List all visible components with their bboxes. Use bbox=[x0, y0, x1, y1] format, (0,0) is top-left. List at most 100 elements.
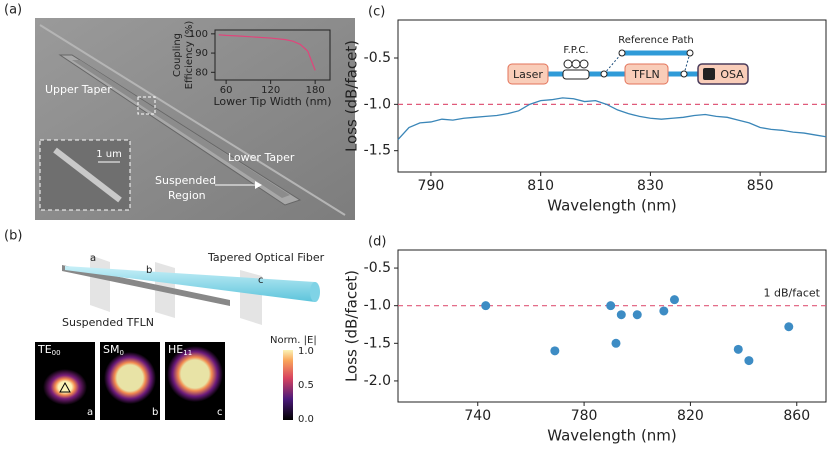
data-line bbox=[397, 97, 827, 140]
fpc-loop bbox=[571, 59, 581, 69]
annotation: Lower Taper bbox=[228, 151, 295, 164]
mode-subscript: 00 bbox=[52, 349, 61, 357]
x-axis-label: Wavelength (nm) bbox=[547, 197, 677, 215]
data-point bbox=[733, 344, 743, 354]
y-tick-label: -1.0 bbox=[364, 96, 391, 112]
mode-tag: a bbox=[87, 407, 93, 418]
data-point bbox=[784, 322, 794, 332]
label: TFLN bbox=[631, 68, 659, 81]
x-tick-label: 780 bbox=[571, 408, 598, 424]
plot-frame bbox=[397, 249, 827, 403]
y-tick-label: -0.5 bbox=[364, 50, 391, 66]
coupler bbox=[686, 49, 694, 57]
panel-label: (d) bbox=[368, 235, 386, 250]
data-point bbox=[744, 356, 754, 366]
x-tick-label: 790 bbox=[418, 178, 445, 194]
colorbar-tick: 1.0 bbox=[298, 346, 314, 357]
y-tick-label: -1.5 bbox=[364, 143, 391, 159]
annotation: Tapered Optical Fiber bbox=[207, 251, 325, 264]
data-point bbox=[632, 310, 642, 320]
colorbar-tick: 0.0 bbox=[298, 414, 314, 425]
plot-frame bbox=[397, 19, 827, 173]
mode-field bbox=[104, 352, 156, 404]
waveguide bbox=[62, 265, 230, 306]
laser-box bbox=[507, 63, 549, 85]
x-tick-label: 60 bbox=[220, 85, 233, 96]
panel-label: (a) bbox=[4, 3, 22, 18]
zoom-box bbox=[137, 96, 156, 115]
panel-label: (b) bbox=[4, 229, 22, 244]
mode-subscript: 11 bbox=[183, 349, 192, 357]
waveguide-zoom bbox=[53, 147, 122, 203]
mode-tag: b bbox=[152, 407, 158, 418]
mode-subscript: 0 bbox=[119, 349, 123, 357]
mode-field bbox=[167, 346, 223, 402]
plane-label: b bbox=[146, 265, 152, 276]
annotation: Region bbox=[168, 189, 206, 202]
y-tick-label: -1.0 bbox=[364, 298, 391, 314]
x-axis-label: Wavelength (nm) bbox=[547, 427, 677, 445]
mode-tag: c bbox=[217, 407, 223, 418]
fpc bbox=[562, 69, 590, 80]
mode-label: HE11 bbox=[168, 343, 192, 357]
y-axis-label: Coupling bbox=[172, 33, 183, 77]
fpc-loop bbox=[579, 59, 589, 69]
y-tick-label: 90 bbox=[195, 48, 208, 59]
y-tick-label: -0.5 bbox=[364, 260, 391, 276]
y-axis-label: Loss (dB/facet) bbox=[343, 270, 361, 382]
mode-label: SM0 bbox=[103, 343, 124, 357]
colorbar bbox=[283, 350, 293, 420]
x-tick-label: 850 bbox=[747, 178, 774, 194]
mode-name: HE bbox=[168, 343, 183, 356]
data-point bbox=[606, 301, 616, 311]
mode-label: TE00 bbox=[37, 343, 61, 357]
data-point bbox=[616, 310, 626, 320]
data-point bbox=[659, 306, 669, 316]
label: F.P.C. bbox=[563, 45, 588, 56]
annotation: Upper Taper bbox=[45, 83, 112, 96]
label: OSA bbox=[720, 68, 744, 81]
mode-field bbox=[43, 369, 87, 405]
panel-label: (c) bbox=[368, 5, 385, 20]
coupler bbox=[600, 70, 608, 78]
colorbar-tick: 0.5 bbox=[298, 380, 314, 391]
plane-label: a bbox=[90, 253, 96, 264]
x-tick-label: 180 bbox=[306, 85, 325, 96]
coupler bbox=[618, 49, 626, 57]
coupler bbox=[680, 70, 688, 78]
data-point bbox=[481, 301, 491, 311]
fiber-edge bbox=[39, 24, 346, 216]
x-tick-label: 810 bbox=[527, 178, 554, 194]
y-tick-label: -1.5 bbox=[364, 335, 391, 351]
y-axis-label: Efficiency (%) bbox=[184, 21, 195, 90]
label: Laser bbox=[513, 68, 543, 81]
waveguide-outline bbox=[59, 381, 71, 393]
data-line bbox=[218, 34, 316, 71]
data-point bbox=[550, 346, 560, 356]
annotation: Suspended TFLN bbox=[62, 316, 154, 329]
annotation: 1 dB/facet bbox=[764, 287, 821, 300]
data-point bbox=[611, 338, 621, 348]
annotation: Suspended bbox=[155, 174, 216, 187]
y-axis-label: Loss (dB/facet) bbox=[343, 40, 361, 152]
label: Reference Path bbox=[618, 35, 694, 46]
x-tick-label: 120 bbox=[261, 85, 280, 96]
mode-name: SM bbox=[103, 343, 119, 356]
fpc-loop bbox=[563, 59, 573, 69]
y-tick-label: 100 bbox=[189, 29, 208, 40]
x-tick-label: 830 bbox=[637, 178, 664, 194]
x-tick-label: 740 bbox=[464, 408, 491, 424]
x-tick-label: 820 bbox=[677, 408, 704, 424]
mode-name: TE bbox=[37, 343, 52, 356]
scale-label: 1 um bbox=[96, 149, 122, 160]
fiber-end bbox=[310, 282, 320, 302]
colorbar-title: Norm. |E| bbox=[270, 335, 317, 346]
x-axis-label: Lower Tip Width (nm) bbox=[213, 95, 331, 108]
tfln-box bbox=[624, 63, 669, 85]
taper-inner bbox=[72, 60, 290, 198]
link bbox=[603, 52, 623, 75]
plot-frame bbox=[214, 29, 331, 81]
arrow-head bbox=[255, 181, 262, 189]
osa-icon bbox=[703, 68, 715, 80]
